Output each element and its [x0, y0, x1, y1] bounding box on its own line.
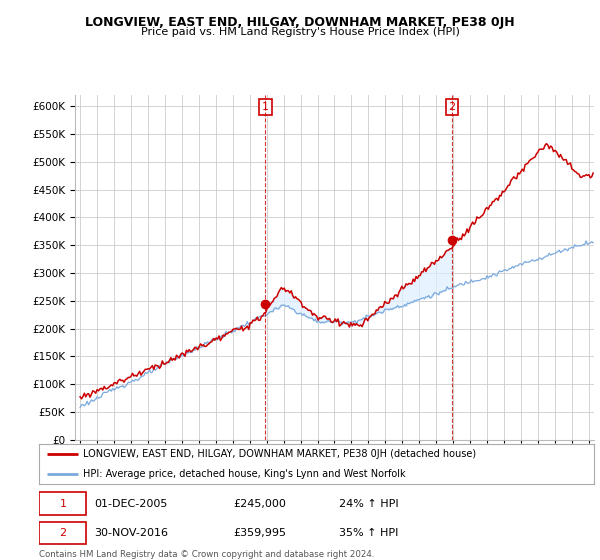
Text: 2: 2	[448, 102, 455, 112]
Text: Contains HM Land Registry data © Crown copyright and database right 2024.
This d: Contains HM Land Registry data © Crown c…	[39, 550, 374, 560]
Text: 1: 1	[59, 498, 67, 508]
FancyBboxPatch shape	[39, 522, 86, 544]
Text: £245,000: £245,000	[233, 498, 286, 508]
Text: 1: 1	[262, 102, 269, 112]
FancyBboxPatch shape	[39, 492, 86, 515]
Text: £359,995: £359,995	[233, 528, 286, 538]
Text: Price paid vs. HM Land Registry's House Price Index (HPI): Price paid vs. HM Land Registry's House …	[140, 27, 460, 37]
Text: LONGVIEW, EAST END, HILGAY, DOWNHAM MARKET, PE38 0JH: LONGVIEW, EAST END, HILGAY, DOWNHAM MARK…	[85, 16, 515, 29]
Text: 35% ↑ HPI: 35% ↑ HPI	[339, 528, 398, 538]
Text: 24% ↑ HPI: 24% ↑ HPI	[339, 498, 398, 508]
Text: 30-NOV-2016: 30-NOV-2016	[95, 528, 169, 538]
Text: 2: 2	[59, 528, 67, 538]
Text: 01-DEC-2005: 01-DEC-2005	[95, 498, 168, 508]
Text: HPI: Average price, detached house, King's Lynn and West Norfolk: HPI: Average price, detached house, King…	[83, 469, 406, 479]
Text: LONGVIEW, EAST END, HILGAY, DOWNHAM MARKET, PE38 0JH (detached house): LONGVIEW, EAST END, HILGAY, DOWNHAM MARK…	[83, 449, 476, 459]
